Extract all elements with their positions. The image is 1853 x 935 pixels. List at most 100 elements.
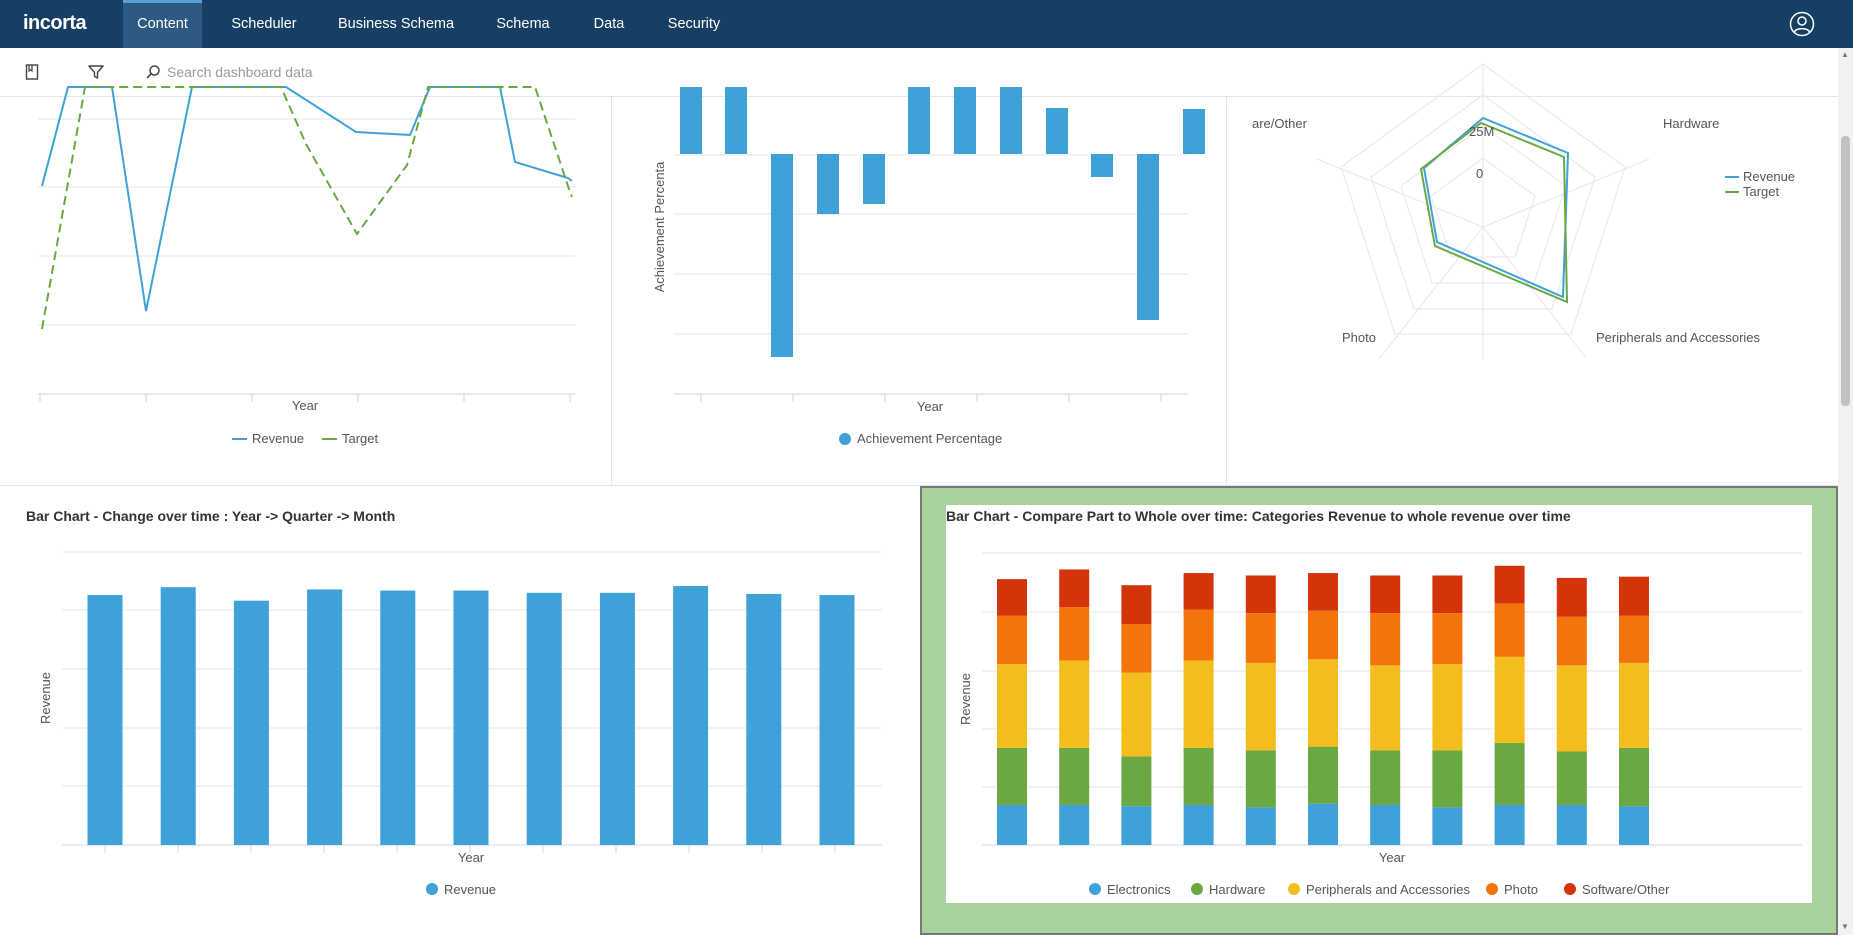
stacked-bar-segment-hardware[interactable] bbox=[1432, 750, 1463, 808]
stacked-bar-segment-electronics[interactable] bbox=[1308, 803, 1338, 845]
stacked-bar-segment-software-other[interactable] bbox=[1308, 573, 1338, 611]
stacked-bar-segment-photo[interactable] bbox=[1556, 616, 1587, 666]
stacked-bar-segment-photo[interactable] bbox=[1370, 613, 1401, 666]
stacked-bar-segment-hardware[interactable] bbox=[1308, 746, 1338, 804]
achievement-bar[interactable] bbox=[817, 154, 839, 214]
scrollbar-thumb[interactable] bbox=[1841, 136, 1850, 406]
achievement-bar[interactable] bbox=[1046, 108, 1068, 154]
filter-icon[interactable] bbox=[86, 62, 106, 82]
incorta-logo[interactable]: incorta bbox=[23, 12, 87, 34]
stacked-bar-segment-electronics[interactable] bbox=[1494, 804, 1525, 845]
revenue-bar[interactable] bbox=[160, 587, 196, 845]
revenue-bar[interactable] bbox=[526, 592, 562, 845]
stacked-bar-segment-peripherals-and-accessories[interactable] bbox=[1183, 660, 1214, 748]
legend-label-target[interactable]: Target bbox=[1743, 184, 1780, 199]
achievement-bar[interactable] bbox=[1091, 154, 1113, 177]
stacked-bar-segment-hardware[interactable] bbox=[1059, 747, 1090, 805]
stacked-bar-segment-hardware[interactable] bbox=[1370, 750, 1401, 805]
revenue-bar[interactable] bbox=[233, 600, 269, 845]
revenue-bar[interactable] bbox=[307, 589, 343, 845]
stacked-bar-segment-software-other[interactable] bbox=[997, 579, 1027, 616]
stacked-bar-segment-photo[interactable] bbox=[1432, 613, 1463, 665]
revenue-bar[interactable] bbox=[380, 590, 416, 845]
tab-security[interactable]: Security bbox=[667, 16, 721, 32]
stacked-bar-segment-hardware[interactable] bbox=[1494, 743, 1525, 805]
stacked-bar-segment-peripherals-and-accessories[interactable] bbox=[1121, 672, 1152, 757]
stacked-chart-panel-highlighted[interactable]: Bar Chart - Compare Part to Whole over t… bbox=[920, 486, 1838, 935]
stacked-bar-segment-software-other[interactable] bbox=[1556, 577, 1587, 617]
stacked-bar-segment-software-other[interactable] bbox=[1183, 573, 1214, 610]
tab-content[interactable]: Content bbox=[123, 0, 202, 48]
legend-label-photo[interactable]: Photo bbox=[1504, 882, 1538, 897]
legend-label-target[interactable]: Target bbox=[342, 431, 379, 446]
legend-label-electronics[interactable]: Electronics bbox=[1107, 882, 1171, 897]
achievement-bar[interactable] bbox=[680, 87, 702, 154]
stacked-bar-segment-software-other[interactable] bbox=[1432, 575, 1463, 614]
achievement-bar[interactable] bbox=[863, 154, 885, 204]
stacked-bar-segment-peripherals-and-accessories[interactable] bbox=[997, 664, 1027, 748]
stacked-bar-segment-electronics[interactable] bbox=[1059, 804, 1090, 845]
stacked-bar-segment-software-other[interactable] bbox=[1619, 576, 1649, 616]
search-input[interactable] bbox=[165, 63, 549, 81]
achievement-bar[interactable] bbox=[1000, 87, 1022, 154]
stacked-bar-segment-peripherals-and-accessories[interactable] bbox=[1245, 662, 1276, 751]
stacked-bar-segment-photo[interactable] bbox=[997, 615, 1027, 665]
stacked-bar-segment-electronics[interactable] bbox=[1432, 807, 1463, 845]
stacked-bar-segment-peripherals-and-accessories[interactable] bbox=[1556, 665, 1587, 752]
legend-label-peripherals[interactable]: Peripherals and Accessories bbox=[1306, 882, 1471, 897]
legend-label-hardware[interactable]: Hardware bbox=[1209, 882, 1265, 897]
revenue-bar[interactable] bbox=[453, 590, 489, 845]
scroll-down-icon[interactable]: ▼ bbox=[1841, 922, 1849, 931]
stacked-bar-segment-hardware[interactable] bbox=[1245, 750, 1276, 808]
tab-schema[interactable]: Schema bbox=[496, 16, 550, 32]
stacked-bar-segment-software-other[interactable] bbox=[1494, 565, 1525, 604]
legend-label-revenue[interactable]: Revenue bbox=[1743, 169, 1795, 184]
stacked-bar-segment-software-other[interactable] bbox=[1059, 569, 1090, 608]
stacked-bar-segment-electronics[interactable] bbox=[1183, 804, 1214, 845]
bookmark-icon[interactable] bbox=[22, 62, 42, 82]
revenue-bar[interactable] bbox=[673, 586, 709, 845]
legend-label-software[interactable]: Software/Other bbox=[1582, 882, 1670, 897]
stacked-bar-segment-electronics[interactable] bbox=[1619, 806, 1649, 845]
achievement-bar[interactable] bbox=[771, 154, 793, 357]
stacked-bar-segment-photo[interactable] bbox=[1619, 615, 1649, 663]
stacked-bar-segment-photo[interactable] bbox=[1059, 607, 1090, 661]
stacked-bar-segment-software-other[interactable] bbox=[1245, 575, 1276, 614]
achievement-bar[interactable] bbox=[725, 87, 747, 154]
stacked-bar-segment-hardware[interactable] bbox=[1556, 751, 1587, 805]
achievement-bar[interactable] bbox=[1137, 154, 1159, 320]
revenue-bar[interactable] bbox=[599, 592, 635, 845]
page-scrollbar[interactable]: ▲ ▼ bbox=[1838, 48, 1853, 935]
stacked-bar-segment-hardware[interactable] bbox=[1183, 747, 1214, 805]
stacked-bar-segment-software-other[interactable] bbox=[1370, 575, 1401, 614]
stacked-bar-segment-photo[interactable] bbox=[1183, 609, 1214, 661]
stacked-bar-segment-peripherals-and-accessories[interactable] bbox=[1432, 664, 1463, 751]
stacked-bar-segment-electronics[interactable] bbox=[1245, 807, 1276, 845]
stacked-bar-segment-peripherals-and-accessories[interactable] bbox=[1619, 662, 1649, 748]
stacked-bar-segment-hardware[interactable] bbox=[1619, 747, 1649, 807]
stacked-bar-segment-electronics[interactable] bbox=[1370, 804, 1401, 845]
stacked-bar-segment-peripherals-and-accessories[interactable] bbox=[1494, 656, 1525, 744]
stacked-bar-segment-electronics[interactable] bbox=[1556, 804, 1587, 845]
user-profile-icon[interactable] bbox=[1789, 11, 1815, 37]
revenue-bar[interactable] bbox=[87, 595, 123, 845]
revenue-bar[interactable] bbox=[746, 593, 782, 845]
achievement-bar[interactable] bbox=[908, 87, 930, 154]
tab-data[interactable]: Data bbox=[593, 16, 625, 32]
legend-label-revenue[interactable]: Revenue bbox=[444, 882, 496, 897]
legend-label-achievement[interactable]: Achievement Percentage bbox=[857, 431, 1002, 446]
stacked-bar-segment-peripherals-and-accessories[interactable] bbox=[1059, 660, 1090, 748]
scroll-up-icon[interactable]: ▲ bbox=[1841, 50, 1849, 59]
revenue-bar[interactable] bbox=[819, 595, 855, 845]
stacked-bar-segment-peripherals-and-accessories[interactable] bbox=[1370, 665, 1401, 751]
legend-label-revenue[interactable]: Revenue bbox=[252, 431, 304, 446]
stacked-bar-segment-peripherals-and-accessories[interactable] bbox=[1308, 659, 1338, 747]
stacked-bar-segment-photo[interactable] bbox=[1121, 624, 1152, 673]
stacked-bar-segment-hardware[interactable] bbox=[997, 747, 1027, 805]
stacked-bar-segment-photo[interactable] bbox=[1245, 613, 1276, 663]
tab-business-schema[interactable]: Business Schema bbox=[337, 16, 455, 32]
stacked-bar-segment-electronics[interactable] bbox=[1121, 806, 1152, 845]
achievement-bar[interactable] bbox=[1183, 109, 1205, 154]
achievement-bar[interactable] bbox=[954, 87, 976, 154]
stacked-bar-segment-photo[interactable] bbox=[1494, 603, 1525, 657]
